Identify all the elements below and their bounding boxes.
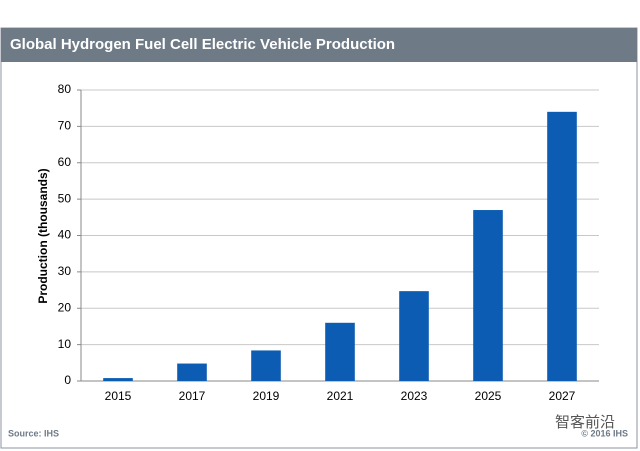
y-tick-label: 60 [58, 155, 72, 169]
watermark: 智客前沿 [555, 413, 615, 431]
header-bar [1, 28, 637, 62]
bar [325, 322, 355, 381]
y-tick-label: 20 [58, 300, 72, 314]
x-tick-label: 2019 [253, 389, 280, 403]
source: Source: IHS [8, 428, 59, 438]
bar [177, 363, 207, 381]
y-tick-label: 40 [58, 228, 72, 242]
y-axis-label: Production (thousands) [36, 168, 50, 303]
x-tick-label: 2021 [327, 389, 354, 403]
frame [0, 27, 638, 449]
bar [473, 210, 503, 381]
x-tick-label: 2027 [549, 389, 576, 403]
bar [399, 291, 429, 381]
y-tick-label: 50 [58, 191, 72, 205]
y-tick-label: 30 [58, 264, 72, 278]
y-tick-label: 80 [58, 82, 72, 96]
x-tick-label: 2023 [401, 389, 428, 403]
x-tick-label: 2015 [105, 389, 132, 403]
x-tick-label: 2017 [179, 389, 206, 403]
y-tick-label: 70 [58, 119, 72, 133]
bar [103, 378, 133, 381]
x-tick-label: 2025 [475, 389, 502, 403]
y-tick-label: 10 [58, 337, 72, 351]
bar [547, 111, 577, 381]
y-tick-label: 0 [64, 373, 71, 387]
bar [251, 350, 281, 381]
chart-title: Global Hydrogen Fuel Cell Electric Vehic… [10, 36, 395, 53]
copyright: © 2016 IHS [581, 428, 628, 438]
